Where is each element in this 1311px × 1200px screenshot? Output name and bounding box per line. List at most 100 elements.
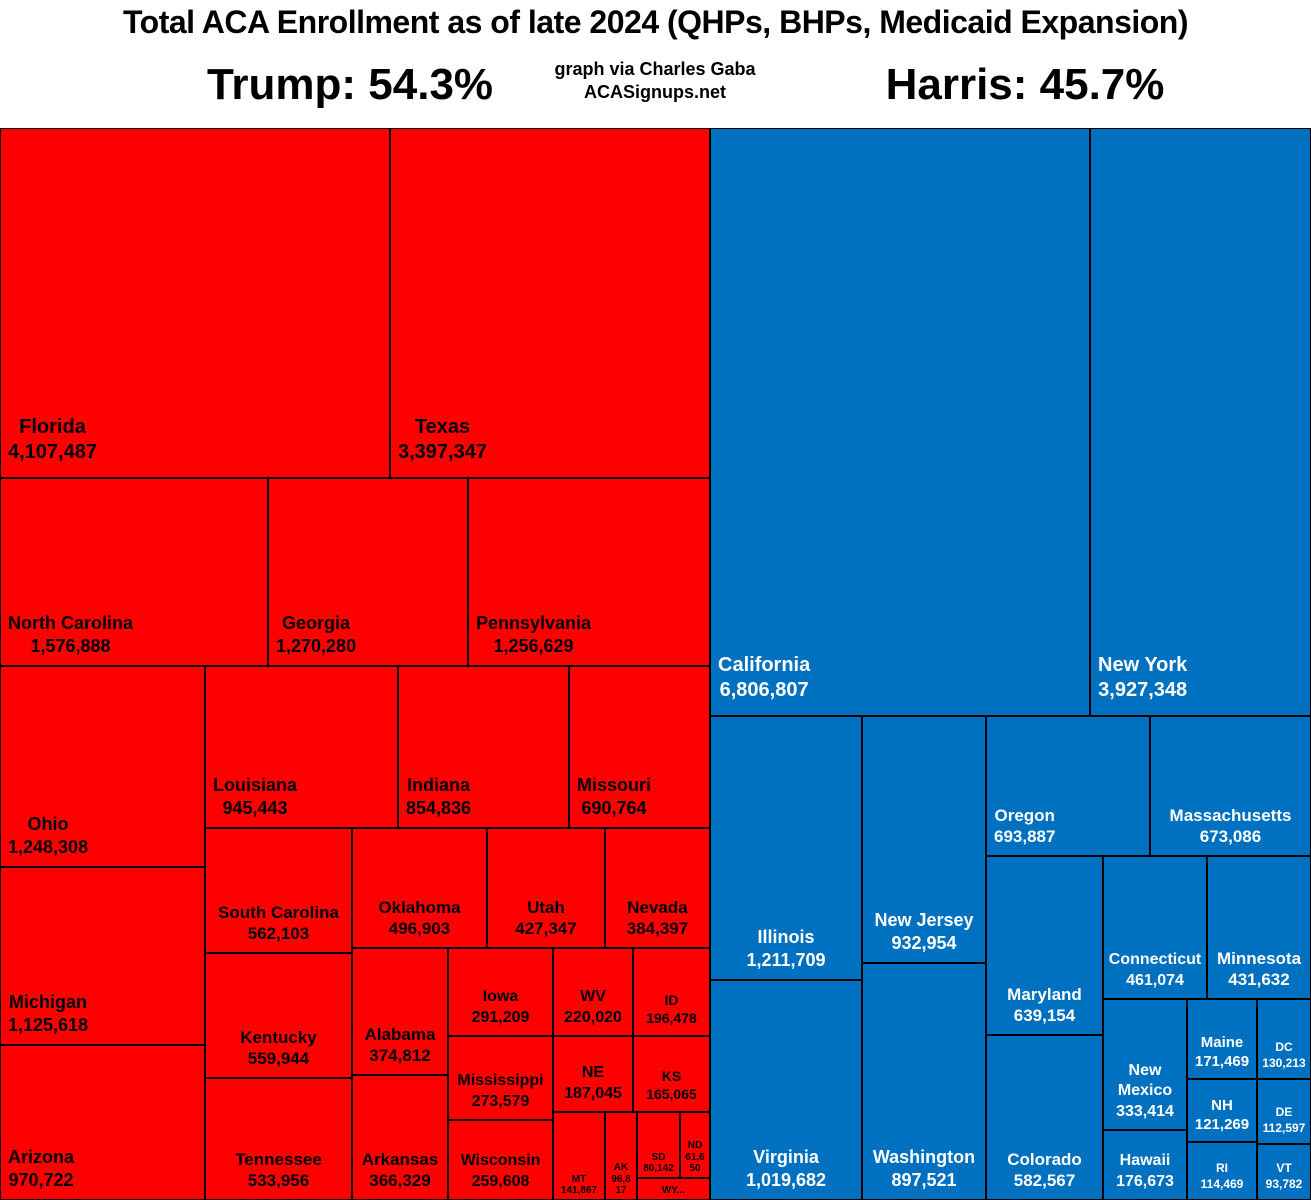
- state-name: Washington: [872, 1146, 976, 1167]
- treemap-cell-ks: KS 165,065: [633, 1036, 710, 1112]
- state-label: Michigan 1,125,618: [8, 991, 88, 1037]
- state-value: 533,956: [247, 1171, 310, 1191]
- state-name: Louisiana: [213, 774, 298, 795]
- state-value: 61,650: [685, 1151, 705, 1174]
- treemap-cell-nd: ND 61,650: [680, 1112, 710, 1178]
- state-value: 1,256,629: [493, 635, 574, 656]
- state-label: NH 121,269: [1195, 1096, 1249, 1134]
- state-value: 897,521: [891, 1169, 957, 1190]
- state-label: California 6,806,807: [718, 653, 810, 704]
- state-name: DE: [1275, 1105, 1293, 1120]
- state-label: Colorado 582,567: [1007, 1149, 1082, 1193]
- treemap: Florida 4,107,487 Texas 3,397,347 North Caro…: [0, 128, 1311, 1200]
- trump-share-label: Trump: 54.3%: [206, 60, 494, 109]
- state-value: 114,469: [1200, 1176, 1244, 1191]
- state-name: Nevada: [627, 897, 688, 917]
- state-name: Oregon: [994, 805, 1055, 825]
- state-value: 165,065: [646, 1086, 697, 1103]
- state-name: WY...: [661, 1184, 686, 1196]
- treemap-cell-south-carolina: South Carolina 562,103: [205, 828, 352, 953]
- state-label: DE 112,597: [1263, 1105, 1306, 1136]
- state-name: Virginia: [753, 1146, 819, 1167]
- treemap-cell-new-mexico: New Mexico 333,414: [1103, 999, 1187, 1130]
- treemap-cell-wisconsin: Wisconsin 259,608: [448, 1120, 553, 1200]
- treemap-cell-new-york: New York 3,927,348: [1090, 128, 1311, 716]
- state-name: Florida: [19, 415, 86, 438]
- state-label: Nevada 384,397: [627, 897, 688, 941]
- state-label: New Jersey 932,954: [874, 909, 973, 955]
- state-value: 291,209: [471, 1008, 530, 1026]
- state-label: Alabama 374,812: [365, 1024, 436, 1068]
- treemap-cell-michigan: Michigan 1,125,618: [0, 867, 205, 1045]
- state-label: Arizona 970,722: [8, 1146, 74, 1192]
- state-label: Ohio 1,248,308: [8, 813, 88, 859]
- treemap-cell-virginia: Virginia 1,019,682: [710, 980, 862, 1200]
- state-label: New York 3,927,348: [1098, 653, 1187, 704]
- treemap-cell-arizona: Arizona 970,722: [0, 1045, 205, 1200]
- state-label: Maine 171,469: [1195, 1033, 1249, 1071]
- state-label: Florida 4,107,487: [8, 415, 97, 466]
- treemap-cell-ak: AK 96,817: [605, 1112, 637, 1200]
- treemap-cell-dc: DC 130,213: [1257, 999, 1311, 1079]
- state-name: Arizona: [8, 1146, 75, 1167]
- state-name: California: [718, 653, 811, 676]
- state-name: New York: [1098, 653, 1188, 676]
- state-value: 1,576,888: [30, 635, 111, 656]
- treemap-cell-texas: Texas 3,397,347: [390, 128, 710, 478]
- state-value: 121,269: [1194, 1115, 1250, 1133]
- state-name: Minnesota: [1216, 948, 1302, 968]
- treemap-cell-de: DE 112,597: [1257, 1079, 1311, 1144]
- state-name: Tennessee: [235, 1149, 322, 1169]
- treemap-cell-nevada: Nevada 384,397: [605, 828, 710, 948]
- state-value: 427,347: [515, 919, 577, 939]
- state-value: 562,103: [247, 924, 310, 944]
- state-value: 3,397,347: [398, 441, 487, 464]
- state-name: Pennsylvania: [476, 612, 592, 633]
- state-value: 93,782: [1265, 1176, 1303, 1191]
- state-label: Virginia 1,019,682: [746, 1146, 826, 1192]
- state-value: 559,944: [247, 1049, 310, 1069]
- state-value: 176,673: [1116, 1172, 1174, 1190]
- treemap-cell-hawaii: Hawaii 176,673: [1103, 1130, 1187, 1200]
- treemap-cell-wy: WY...: [637, 1178, 710, 1200]
- state-value: 945,443: [222, 797, 288, 818]
- state-label: VT 93,782: [1266, 1161, 1303, 1192]
- treemap-cell-north-carolina: North Carolina 1,576,888: [0, 478, 268, 666]
- treemap-cell-iowa: Iowa 291,209: [448, 948, 553, 1036]
- state-label: SD 80,142: [643, 1152, 674, 1174]
- state-label: Texas 3,397,347: [398, 415, 487, 466]
- treemap-cell-id: ID 196,478: [633, 948, 710, 1036]
- state-name: DC: [1275, 1040, 1293, 1055]
- treemap-cell-california: California 6,806,807: [710, 128, 1090, 716]
- state-label: RI 114,469: [1201, 1161, 1244, 1192]
- state-name: VT: [1276, 1161, 1292, 1176]
- state-value: 1,270,280: [276, 635, 357, 656]
- treemap-cell-maryland: Maryland 639,154: [986, 856, 1103, 1035]
- treemap-cell-ohio: Ohio 1,248,308: [0, 666, 205, 867]
- state-value: 112,597: [1262, 1120, 1306, 1135]
- treemap-cell-sd: SD 80,142: [637, 1112, 680, 1178]
- state-name: Iowa: [482, 988, 519, 1006]
- state-label: Oregon 693,887: [994, 805, 1055, 849]
- state-name: NH: [1211, 1096, 1233, 1114]
- treemap-cell-tennessee: Tennessee 533,956: [205, 1078, 352, 1200]
- state-label: Utah 427,347: [515, 897, 576, 941]
- state-name: NE: [581, 1064, 605, 1082]
- state-value: 496,903: [388, 919, 451, 939]
- state-value: 141,867: [560, 1184, 598, 1196]
- state-value: 1,211,709: [746, 949, 826, 970]
- treemap-cell-florida: Florida 4,107,487: [0, 128, 390, 478]
- treemap-cell-vt: VT 93,782: [1257, 1144, 1311, 1200]
- state-label: Mississippi 273,579: [457, 1071, 543, 1112]
- state-value: 187,045: [564, 1084, 622, 1102]
- harris-share-label: Harris: 45.7%: [885, 60, 1165, 109]
- state-name: Alabama: [364, 1024, 436, 1044]
- state-value: 333,414: [1116, 1102, 1174, 1120]
- treemap-cell-missouri: Missouri 690,764: [569, 666, 710, 828]
- state-name: Hawaii: [1119, 1152, 1171, 1170]
- treemap-cell-massachusetts: Massachusetts 673,086: [1150, 716, 1311, 856]
- state-value: 970,722: [8, 1169, 74, 1190]
- treemap-cell-wv: WV 220,020: [553, 948, 633, 1036]
- state-label: North Carolina 1,576,888: [8, 612, 133, 658]
